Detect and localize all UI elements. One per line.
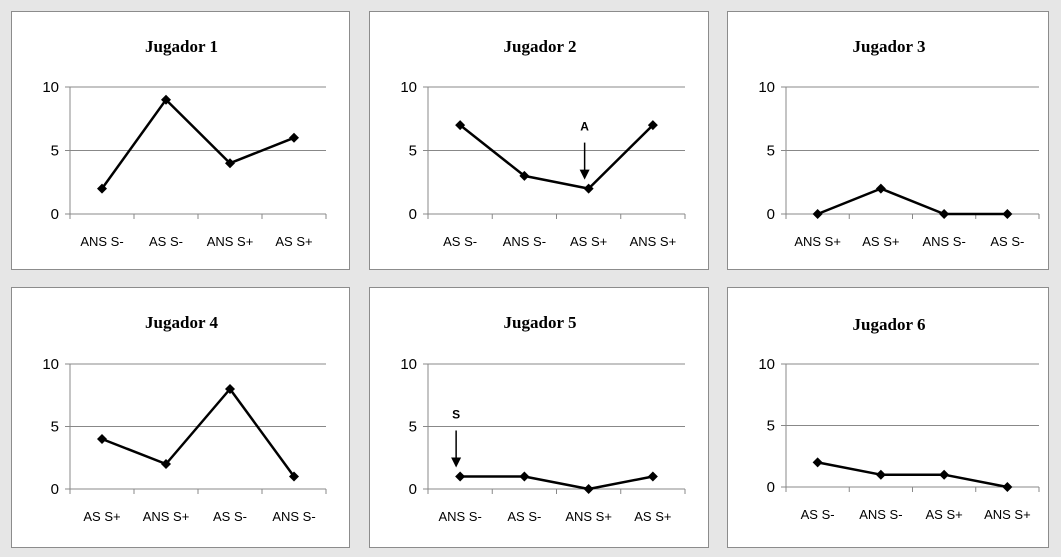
data-point-marker [647,471,658,482]
data-point-marker [97,434,107,444]
y-tick-label: 10 [758,79,775,96]
y-tick-label: 10 [400,79,417,96]
x-category-label: AS S+ [862,234,899,249]
annotation-label: S [452,408,460,422]
x-category-label: ANS S- [272,509,315,524]
data-point-marker [583,183,594,194]
y-tick-label: 5 [409,143,417,160]
series-line [817,187,1008,216]
data-point-marker [875,469,886,480]
x-category-label: AS S- [213,509,247,524]
y-tick-label: 10 [42,356,59,373]
chart-title: Jugador 2 [504,37,577,56]
y-tick-label: 5 [51,143,59,160]
data-point-marker [289,471,299,482]
chart-panel-1: Jugador 1 0 5 10 ANS S- AS S- ANS S+ AS S+ [11,11,350,270]
y-tick-label: 0 [409,206,417,223]
data-point-marker [1002,209,1013,219]
chart-svg-2: Jugador 2 0 5 10 AS S- ANS S- AS S+ ANS S+ A [400,37,686,249]
annotation-arrow-head [579,169,590,180]
x-category-label: ANS S- [859,507,902,522]
data-point-marker [583,484,594,494]
x-category-label: ANS S- [438,509,481,524]
data-point-marker [519,471,530,482]
chart-svg-4: Jugador 4 0 5 10 AS S+ ANS S+ AS S- ANS S- [42,313,327,524]
data-point-marker [647,120,658,131]
data-point-marker [812,209,823,219]
chart-svg-6: Jugador 6 0 5 10 AS S- ANS S- AS S+ ANS S+ [758,315,1040,522]
data-point-marker [875,183,886,194]
y-tick-label: 0 [51,481,59,498]
y-tick-label: 0 [51,206,59,223]
data-point-marker [161,94,171,105]
annotation-arrow-head [451,457,462,468]
x-category-label: AS S+ [634,509,671,524]
chart-title: Jugador 4 [145,313,218,332]
y-tick-label: 5 [767,418,775,435]
chart-title: Jugador 3 [853,37,926,56]
chart-panel-2: Jugador 2 0 5 10 AS S- ANS S- AS S+ ANS S+ A [369,11,709,270]
x-category-label: ANS S- [80,234,123,249]
data-point-marker [812,457,823,468]
x-category-label: ANS S+ [630,234,677,249]
chart-svg-1: Jugador 1 0 5 10 ANS S- AS S- ANS S+ AS S+ [42,37,327,249]
chart-panel-6: Jugador 6 0 5 10 AS S- ANS S- AS S+ ANS S+ [727,287,1049,548]
x-category-label: ANS S+ [207,234,254,249]
x-category-label: ANS S+ [565,509,612,524]
x-category-label: AS S- [149,234,183,249]
y-tick-label: 5 [409,419,417,436]
data-point-marker [455,120,466,131]
x-category-label: AS S- [507,509,541,524]
chart-panel-4: Jugador 4 0 5 10 AS S+ ANS S+ AS S- ANS S- [11,287,350,548]
data-point-marker [97,183,107,194]
x-category-label: AS S+ [275,234,312,249]
x-category-label: AS S+ [926,507,963,522]
x-category-label: ANS S+ [143,509,190,524]
x-category-label: AS S- [990,234,1024,249]
series-line [460,475,654,491]
data-point-marker [1002,482,1013,492]
x-category-label: ANS S+ [794,234,841,249]
x-category-label: AS S+ [570,234,607,249]
x-category-label: AS S+ [83,509,120,524]
chart-panel-3: Jugador 3 0 5 10 ANS S+ AS S+ ANS S- AS S- [727,11,1049,270]
y-tick-label: 0 [767,479,775,496]
x-category-label: AS S- [443,234,477,249]
series-line [459,124,654,190]
x-category-label: ANS S- [503,234,546,249]
data-point-marker [289,132,299,143]
annotation-label: A [580,120,589,134]
y-tick-label: 5 [51,419,59,436]
x-category-label: AS S- [801,507,835,522]
chart-svg-5: Jugador 5 0 5 10 ANS S- AS S- ANS S+ AS S+ S [400,313,686,524]
chart-title: Jugador 6 [853,315,926,334]
chart-panel-5: Jugador 5 0 5 10 ANS S- AS S- ANS S+ AS S+ S [369,287,709,548]
data-point-marker [939,209,950,219]
chart-title: Jugador 5 [504,313,577,332]
data-point-marker [519,170,530,181]
data-point-marker [225,384,235,394]
series-line [101,387,296,478]
y-tick-label: 5 [767,143,775,160]
x-category-label: ANS S- [922,234,965,249]
y-tick-label: 10 [758,356,775,373]
data-point-marker [161,459,171,469]
chart-svg-3: Jugador 3 0 5 10 ANS S+ AS S+ ANS S- AS S- [758,37,1040,249]
y-tick-label: 10 [400,356,417,373]
x-category-label: ANS S+ [984,507,1031,522]
y-tick-label: 0 [409,481,417,498]
series-line [817,461,1008,489]
y-tick-label: 10 [42,79,59,96]
data-point-marker [455,471,466,482]
series-line [100,98,295,190]
y-tick-label: 0 [767,206,775,223]
data-point-marker [225,158,235,169]
chart-title: Jugador 1 [145,37,218,56]
data-point-marker [939,469,950,480]
